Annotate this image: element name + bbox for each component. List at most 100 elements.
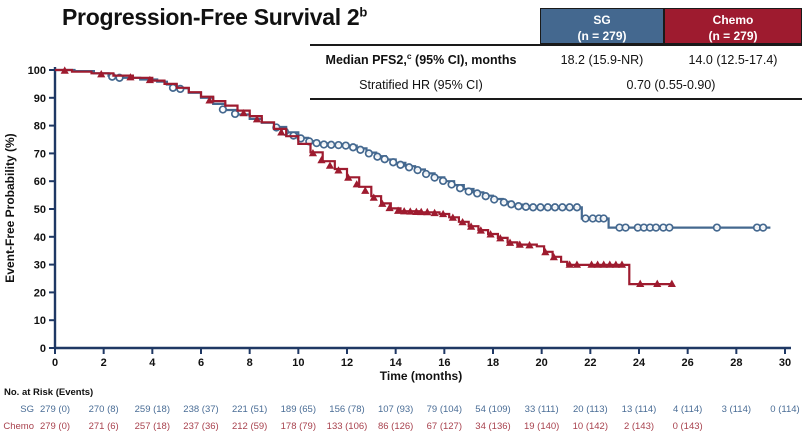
chemo-header-label: Chemo	[712, 13, 754, 27]
risk-row-sg-label: SG	[20, 404, 34, 415]
x-tick-label: 16	[438, 357, 450, 369]
censor-circle	[389, 158, 398, 167]
sg-header-n: (n = 279)	[577, 29, 627, 44]
censor-triangle	[239, 108, 248, 117]
chemo-header-cell: Chemo (n = 279)	[664, 8, 802, 44]
risk-value: 221 (51)	[231, 404, 268, 415]
censor-triangle	[617, 260, 627, 268]
y-tick-label: 20	[34, 287, 46, 299]
risk-value: 20 (113)	[572, 404, 608, 415]
risk-value: 33 (111)	[524, 404, 559, 415]
censor-triangle	[252, 115, 262, 123]
censor-circle	[521, 202, 531, 211]
risk-value: 0 (114)	[770, 404, 800, 415]
y-tick-label: 60	[34, 176, 46, 188]
censor-triangle	[378, 199, 387, 207]
x-tick-label: 22	[584, 357, 596, 369]
x-axis-title: Time (months)	[380, 369, 462, 383]
censor-circle	[319, 140, 329, 149]
title-superscript: b	[359, 4, 368, 20]
median-pfs-sg-value: 18.2 (15.9-NR)	[560, 53, 644, 67]
censor-triangle	[476, 226, 485, 234]
risk-value: 271 (6)	[88, 421, 119, 432]
censor-triangle	[205, 96, 214, 104]
censor-circle	[327, 140, 336, 149]
risk-value: 19 (140)	[523, 421, 560, 432]
censor-triangle	[334, 166, 343, 174]
stratified-hr-value: 0.70 (0.55-0.90)	[626, 78, 716, 92]
y-tick-label: 10	[34, 315, 46, 327]
risk-value: 257 (18)	[134, 421, 171, 432]
censor-triangle	[565, 260, 574, 268]
y-tick-label: 50	[34, 204, 46, 216]
risk-value: 4 (114)	[672, 404, 703, 415]
censor-triangle	[611, 260, 620, 268]
x-tick-label: 2	[101, 357, 107, 369]
censor-circle	[481, 192, 490, 201]
risk-value: 178 (79)	[280, 421, 317, 432]
censor-triangle	[325, 161, 335, 169]
risk-value: 237 (36)	[183, 421, 219, 432]
censor-triangle	[385, 203, 394, 212]
risk-value: 34 (136)	[475, 421, 511, 432]
y-tick-label: 90	[34, 93, 46, 105]
y-tick-label: 100	[28, 65, 46, 77]
risk-row-chemo: Chemo 279 (0) 271 (6) 257 (18) 237 (36) 212 …	[0, 421, 807, 433]
censor-circle	[514, 202, 523, 211]
censor-circle	[536, 203, 545, 212]
risk-value: 3 (114)	[721, 404, 752, 415]
risk-value: 54 (109)	[475, 404, 511, 415]
censor-triangle	[572, 260, 582, 268]
risk-value: 156 (78)	[329, 404, 365, 415]
risk-value: 212 (59)	[231, 421, 268, 432]
chemo-header-n: (n = 279)	[708, 29, 758, 44]
x-tick-label: 4	[149, 357, 156, 369]
censor-circle	[550, 203, 560, 212]
censor-triangle	[653, 279, 662, 287]
median-label-superscript: c	[406, 50, 412, 61]
censor-circle	[348, 143, 358, 152]
table-rule-top	[310, 44, 802, 46]
risk-value: 270 (8)	[88, 404, 119, 415]
risk-value: 0 (143)	[672, 421, 703, 432]
censor-triangle	[439, 209, 448, 218]
x-tick-label: 6	[198, 357, 204, 369]
censor-circle	[507, 200, 516, 209]
risk-value: 279 (0)	[39, 421, 71, 432]
sg-header-label: SG	[593, 13, 611, 27]
x-tick-label: 8	[247, 357, 253, 369]
censor-circle	[413, 165, 422, 175]
censor-circle	[447, 180, 456, 189]
table-rule-bottom	[310, 98, 802, 100]
censor-circle	[438, 176, 448, 186]
risk-value: 86 (126)	[377, 421, 414, 432]
censor-circle	[404, 163, 414, 172]
risk-value: 79 (104)	[426, 404, 463, 415]
y-tick-label: 0	[40, 343, 46, 355]
x-tick-label: 26	[682, 357, 694, 369]
censor-triangle	[126, 73, 135, 81]
page-title: Progression-Free Survival 2b	[62, 4, 367, 31]
risk-value: 259 (18)	[134, 404, 171, 415]
x-tick-label: 18	[487, 357, 499, 369]
censor-circle	[373, 152, 382, 161]
title-text: Progression-Free Survival 2	[62, 4, 360, 30]
survival-curves	[55, 66, 771, 287]
censor-circle	[334, 140, 343, 150]
censor-triangle	[467, 222, 476, 230]
censor-circle	[312, 138, 321, 148]
censor-triangle	[394, 206, 403, 214]
censor-triangle	[505, 238, 515, 246]
censor-circle	[490, 195, 499, 204]
censor-triangle	[369, 193, 378, 201]
x-tick-label: 0	[52, 357, 58, 369]
sg-step-line	[55, 68, 771, 229]
censor-triangle	[361, 186, 370, 194]
censor-triangle	[400, 207, 409, 215]
stratified-hr-label: Stratified HR (95% CI)	[359, 78, 483, 92]
censor-triangle	[486, 230, 495, 238]
censor-triangle	[417, 207, 426, 216]
censor-circle	[665, 223, 674, 232]
censor-circle	[396, 160, 405, 169]
x-tick-label: 12	[341, 357, 353, 369]
